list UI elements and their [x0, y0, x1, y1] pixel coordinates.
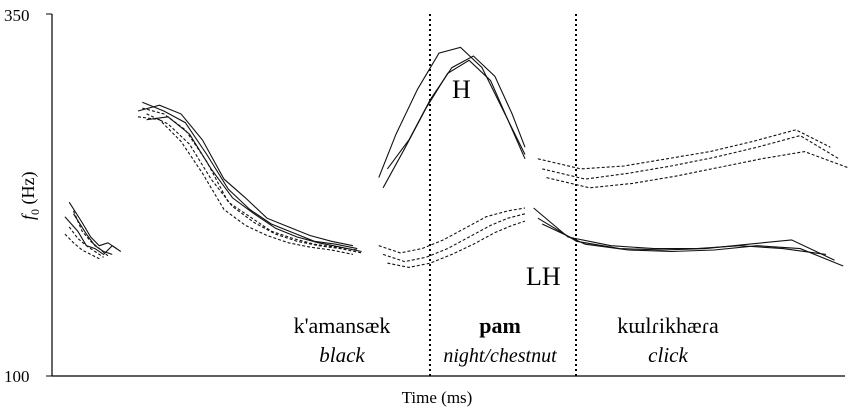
- contour-series-2-segment-3: [382, 59, 526, 189]
- contour-series-2-segment-2: [142, 101, 358, 250]
- contour-series-4-segment-3: [378, 207, 526, 254]
- contour-series-5-segment-3: [382, 213, 526, 263]
- contour-series-3-segment-4: [541, 223, 844, 267]
- gloss-1: black: [319, 343, 365, 367]
- contour-series-1-segment-4: [533, 207, 827, 255]
- contour-series-5-segment-4: [542, 135, 840, 180]
- gloss-2: night/chestnut: [443, 345, 557, 367]
- word-1: k'amansæk: [294, 313, 391, 338]
- y-tick-label-top: 350: [4, 6, 30, 25]
- word-3: kɯlɾikhæɾa: [617, 313, 719, 338]
- contour-series-6-segment-4: [546, 151, 848, 189]
- y-axis-label: f0 (Hz): [18, 172, 42, 221]
- contour-series-5-segment-2: [146, 113, 362, 254]
- contour-series-1-segment-1: [64, 216, 122, 256]
- contour-series-6-segment-2: [137, 116, 354, 255]
- annotation-lh: LH: [526, 262, 561, 291]
- contour-series-5-segment-1: [72, 210, 109, 257]
- contour-series-3-segment-3: [386, 55, 526, 170]
- contour-series-4-segment-1: [68, 226, 104, 258]
- contour-series-2-segment-4: [537, 217, 835, 261]
- x-axis-label: Time (ms): [402, 388, 473, 407]
- contour-series-3-segment-1: [73, 213, 113, 255]
- contour-series-6-segment-1: [64, 233, 100, 260]
- contour-series-4-segment-2: [142, 107, 358, 251]
- contour-series-3-segment-2: [146, 116, 362, 253]
- contour-series-1-segment-2: [137, 104, 354, 247]
- contour-series-6-segment-3: [387, 220, 526, 268]
- contour-series-4-segment-4: [537, 129, 831, 170]
- gloss-3: click: [648, 343, 688, 367]
- y-tick-label-bottom: 100: [4, 367, 30, 386]
- word-2: pam: [479, 313, 521, 338]
- contour-series-1-segment-3: [378, 46, 526, 178]
- contour-series-2-segment-1: [68, 201, 117, 250]
- series-layer: [64, 46, 848, 268]
- annotation-h: H: [452, 75, 471, 104]
